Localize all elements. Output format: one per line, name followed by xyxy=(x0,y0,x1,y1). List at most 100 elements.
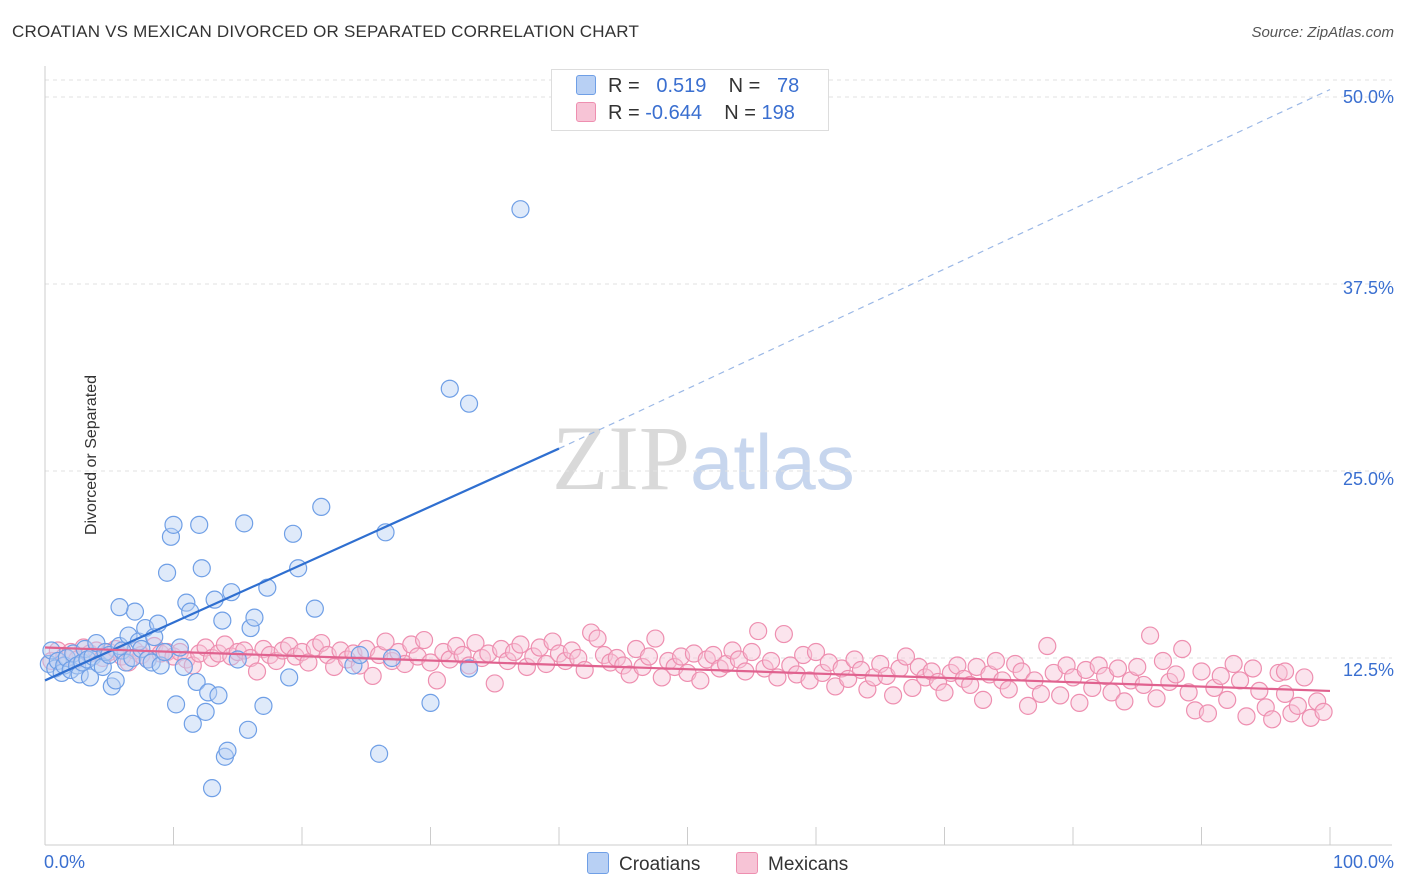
watermark-zip: ZIP xyxy=(552,407,690,509)
legend-r-label-croatians: R = xyxy=(608,75,640,97)
mexicans-point xyxy=(1179,683,1198,702)
mexicans-point xyxy=(1211,666,1230,686)
mexicans-point xyxy=(1108,659,1128,678)
croatians-point xyxy=(161,527,181,546)
mexicans-point xyxy=(1282,704,1301,723)
croatians-point xyxy=(170,638,190,657)
legend-item-mexicans: Mexicans xyxy=(736,852,848,876)
mexicans-point xyxy=(1051,686,1070,705)
croatians-point xyxy=(166,695,186,714)
croatians-point xyxy=(106,671,125,690)
mexicans-point xyxy=(1243,659,1263,678)
mexicans-point xyxy=(999,680,1018,699)
mexicans-point xyxy=(639,647,659,666)
croatians-point xyxy=(440,379,459,398)
mexicans-point xyxy=(1070,693,1089,712)
mexicans-point xyxy=(1269,663,1288,683)
croatians-point xyxy=(157,563,177,582)
croatians-point xyxy=(190,515,209,534)
mexicans-point xyxy=(761,651,781,671)
mexicans-point xyxy=(723,641,742,660)
mexicans-point xyxy=(414,630,434,650)
mexicans-point xyxy=(832,659,851,678)
mexicans-point xyxy=(1198,704,1218,723)
croatians-swatch xyxy=(576,75,596,95)
chart-title: CROATIAN VS MEXICAN DIVORCED OR SEPARATE… xyxy=(12,22,640,41)
mexicans-point xyxy=(903,678,922,698)
croatians-point xyxy=(177,593,196,612)
mexicans-point xyxy=(511,635,530,654)
mexicans-point xyxy=(447,636,466,656)
mexicans-point xyxy=(781,656,800,675)
mexicans-point xyxy=(1314,702,1333,721)
croatians-legend-label: Croatians xyxy=(619,854,701,875)
mexicans-point xyxy=(267,651,286,671)
mexicans-point xyxy=(1295,668,1314,687)
mexicans-point xyxy=(485,674,504,693)
mexicans-point xyxy=(1288,696,1307,715)
mexicans-point xyxy=(498,651,517,671)
mexicans-legend-label: Mexicans xyxy=(768,854,849,875)
mexicans-point xyxy=(1230,671,1250,690)
croatians-point xyxy=(305,599,324,618)
croatians-point xyxy=(245,608,264,627)
mexicans-point xyxy=(588,629,607,648)
mexicans-point xyxy=(1147,689,1166,708)
legend-n-label-croatians: N = xyxy=(728,75,761,97)
croatians-n-value: 78 xyxy=(777,75,800,97)
legend-item-croatians: Croatians xyxy=(587,852,700,876)
mexicans-point xyxy=(646,629,665,648)
croatians-point xyxy=(80,668,100,687)
croatians-point xyxy=(283,524,303,543)
mexicans-point xyxy=(1115,692,1134,711)
mexicans-point xyxy=(1275,662,1295,681)
mexicans-point xyxy=(1166,665,1185,684)
croatians-point xyxy=(196,702,215,721)
croatians-point xyxy=(370,744,389,763)
croatians-point xyxy=(238,720,258,739)
mexicans-point xyxy=(986,651,1006,671)
mexicans-point xyxy=(961,675,980,695)
croatians-point xyxy=(241,618,260,638)
mexicans-legend-swatch xyxy=(736,852,758,874)
mexicans-point xyxy=(1224,654,1243,674)
legend-n-label-mexicans: N = xyxy=(724,102,756,124)
mexicans-r-value: -0.644 xyxy=(645,102,702,124)
croatians-point xyxy=(350,645,369,665)
mexicans-point xyxy=(935,683,954,702)
mexicans-point xyxy=(774,624,793,644)
mexicans-point xyxy=(350,656,369,675)
mexicans-point xyxy=(973,690,993,709)
croatians-r-value: 0.519 xyxy=(656,75,707,97)
croatians-point xyxy=(125,602,145,621)
mexicans-point xyxy=(883,686,903,705)
croatians-point xyxy=(187,672,206,692)
croatians-point xyxy=(511,200,530,219)
croatians-point xyxy=(151,656,170,675)
mexicans-swatch xyxy=(576,102,596,122)
y-tick-label-12-5: 12.5% xyxy=(1342,660,1394,680)
croatians-point xyxy=(42,641,61,660)
croatians-point xyxy=(254,696,273,715)
mexicans-point xyxy=(896,647,916,666)
mexicans-point xyxy=(247,662,267,681)
croatians-point xyxy=(183,714,202,733)
croatians-point xyxy=(235,514,254,533)
mexicans-point xyxy=(614,656,633,675)
mexicans-point xyxy=(1237,707,1256,726)
source-label: Source: ZipAtlas.com xyxy=(1251,24,1394,41)
legend-r-label-mexicans: R = xyxy=(608,102,640,124)
mexicans-point xyxy=(504,642,524,662)
croatians-point xyxy=(459,394,479,413)
mexicans-point xyxy=(1089,656,1108,675)
mexicans-point xyxy=(1308,692,1327,711)
mexicans-point xyxy=(466,633,485,653)
y-axis-label: Divorced or Separated xyxy=(83,374,101,536)
mexicans-point xyxy=(1173,639,1192,659)
mexicans-point xyxy=(1038,636,1057,656)
croatians-trend-line xyxy=(44,447,560,682)
croatians-point xyxy=(199,683,218,702)
croatians-point xyxy=(213,611,232,630)
croatians-point xyxy=(421,693,440,712)
